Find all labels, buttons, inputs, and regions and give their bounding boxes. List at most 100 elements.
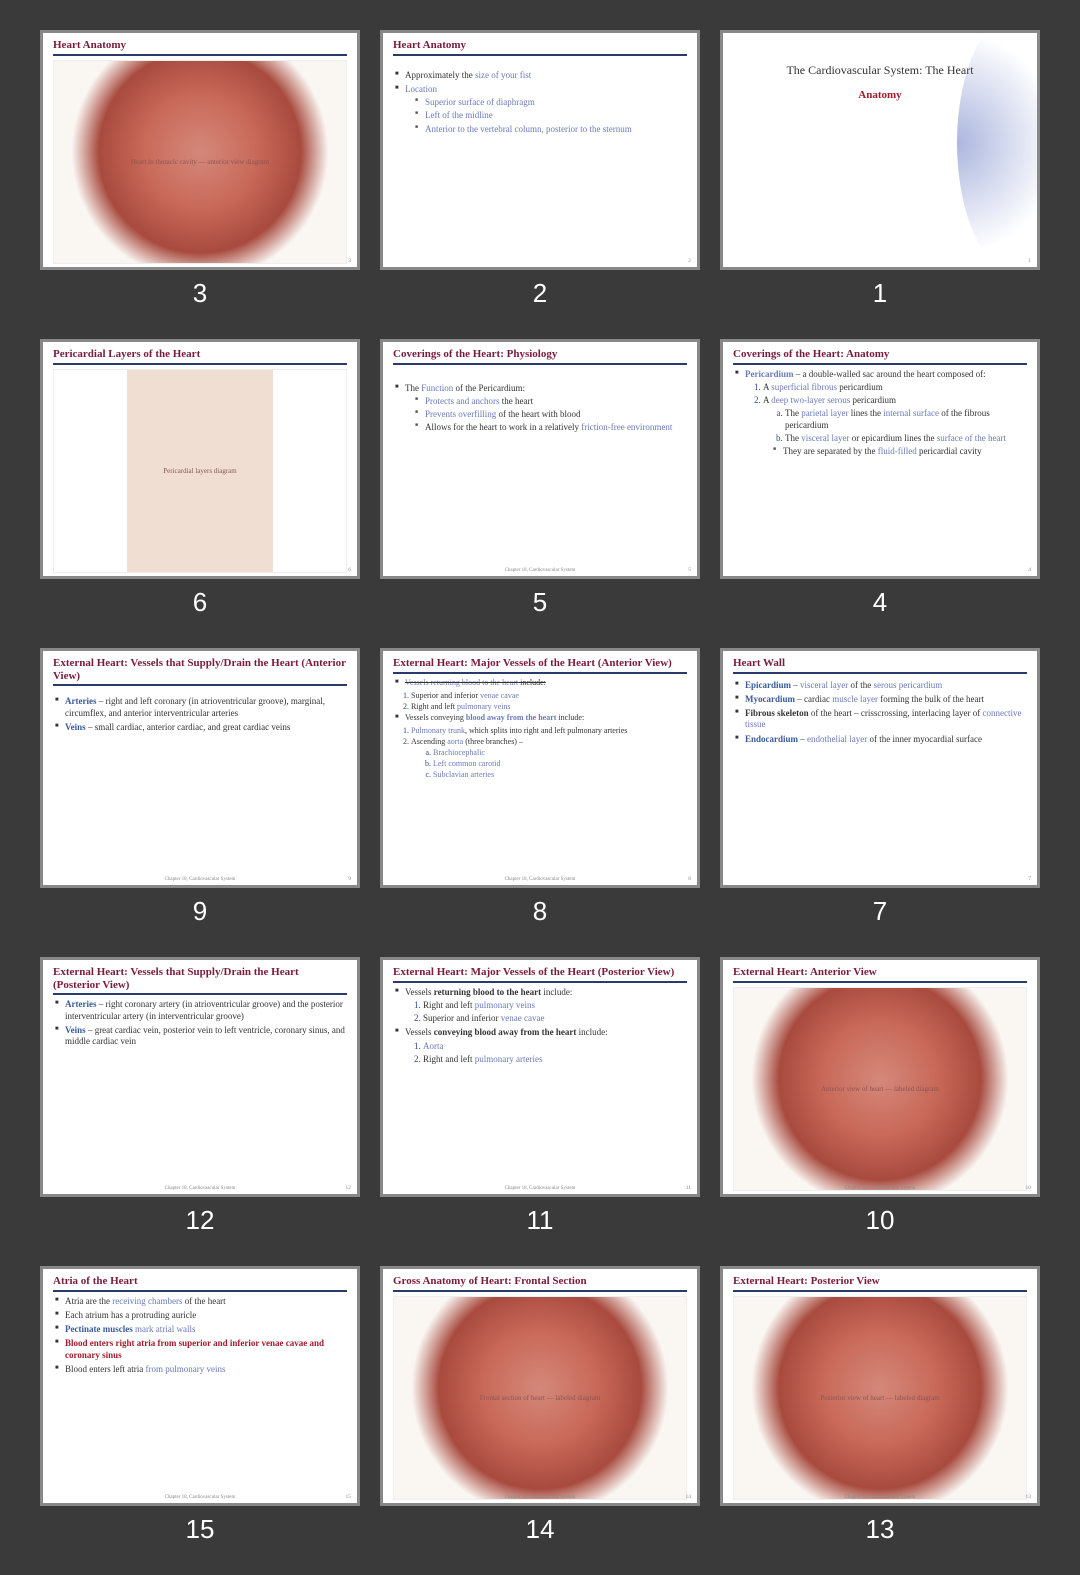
cell-15: Atria of the Heart Atria are the receivi… (40, 1266, 360, 1545)
decorative-arc (957, 30, 1040, 270)
num-item: A superficial fibrous pericardium (763, 382, 1027, 393)
bullet: Atria are the receiving chambers of the … (55, 1296, 347, 1307)
bullet: The Function of the Pericardium: Protect… (395, 383, 687, 434)
bullet: Myocardium – cardiac muscle layer formin… (735, 694, 1027, 705)
cell-8: External Heart: Major Vessels of the Hea… (380, 648, 700, 927)
slide-title: External Heart: Posterior View (733, 1275, 1027, 1292)
slide-7[interactable]: Heart Wall Epicardium – visceral layer o… (720, 648, 1040, 888)
sub-bullet: Allows for the heart to work in a relati… (415, 422, 687, 433)
slide-5[interactable]: Coverings of the Heart: Physiology The F… (380, 339, 700, 579)
alpha-item: Left common carotid (433, 759, 687, 768)
slide-title: Gross Anatomy of Heart: Frontal Section (393, 1275, 687, 1292)
cell-9: External Heart: Vessels that Supply/Drai… (40, 648, 360, 927)
page-number: 4 (1028, 567, 1031, 573)
slide-6[interactable]: Pericardial Layers of the Heart Pericard… (40, 339, 360, 579)
cell-3: Heart Anatomy Heart in thoracic cavity —… (40, 30, 360, 309)
slide-14[interactable]: Gross Anatomy of Heart: Frontal Section … (380, 1266, 700, 1506)
alpha-item: The parietal layer lines the internal su… (785, 408, 1027, 431)
footer: Chapter 18, Cardiovascular System (43, 1186, 357, 1191)
thumb-number: 15 (186, 1514, 215, 1545)
num-item: Aorta (423, 1041, 687, 1052)
slide-3[interactable]: Heart Anatomy Heart in thoracic cavity —… (40, 30, 360, 270)
bullet: Vessels returning blood to the heart inc… (395, 678, 687, 688)
cell-2: Heart Anatomy Approximately the size of … (380, 30, 700, 309)
bullet: Each atrium has a protruding auricle (55, 1310, 347, 1321)
page-number: 9 (348, 876, 351, 882)
cell-10: External Heart: Anterior View Anterior v… (720, 957, 1040, 1236)
alpha-item: Brachiocephalic (433, 748, 687, 757)
cell-1: The Cardiovascular System: The Heart Ana… (720, 30, 1040, 309)
slide-11[interactable]: External Heart: Major Vessels of the Hea… (380, 957, 700, 1197)
slide-title: External Heart: Vessels that Supply/Drai… (53, 966, 347, 995)
slide-10[interactable]: External Heart: Anterior View Anterior v… (720, 957, 1040, 1197)
cell-14: Gross Anatomy of Heart: Frontal Section … (380, 1266, 700, 1545)
slide-title: External Heart: Major Vessels of the Hea… (393, 966, 687, 983)
slide-9[interactable]: External Heart: Vessels that Supply/Drai… (40, 648, 360, 888)
cell-13: External Heart: Posterior View Posterior… (720, 1266, 1040, 1545)
slide-2[interactable]: Heart Anatomy Approximately the size of … (380, 30, 700, 270)
page-number: 6 (348, 567, 351, 573)
page-number: 2 (688, 258, 691, 264)
heart-frontal-section-diagram: Frontal section of heart — labeled diagr… (393, 1296, 687, 1500)
thumb-number: 8 (533, 896, 547, 927)
bullet: Pericardium – a double-walled sac around… (735, 369, 1027, 458)
page-number: 1 (1028, 258, 1031, 264)
sub-bullet: Superior surface of diaphragm (415, 97, 687, 108)
thumb-number: 4 (873, 587, 887, 618)
slide-15[interactable]: Atria of the Heart Atria are the receivi… (40, 1266, 360, 1506)
bullet: Veins – small cardiac, anterior cardiac,… (55, 722, 347, 733)
num-item: A deep two-layer serous pericardium The … (763, 395, 1027, 457)
page-number: 12 (346, 1185, 352, 1191)
page-number: 11 (686, 1185, 691, 1191)
slide-title: Heart Anatomy (53, 39, 347, 56)
footer: Chapter 18, Cardiovascular System (43, 877, 357, 882)
bullet: Arteries – right and left coronary (in a… (55, 696, 347, 719)
footer: Chapter 18, Cardiovascular System (43, 1495, 357, 1500)
slide-title: Atria of the Heart (53, 1275, 347, 1292)
bullet: Epicardium – visceral layer of the serou… (735, 680, 1027, 691)
bullet: Pectinate muscles mark atrial walls (55, 1324, 347, 1335)
slide-title: Coverings of the Heart: Physiology (393, 348, 687, 365)
bullet: Arteries – right coronary artery (in atr… (55, 999, 347, 1022)
page-number: 8 (688, 876, 691, 882)
slide-title: Heart Anatomy (393, 39, 687, 56)
thumb-number: 9 (193, 896, 207, 927)
slide-title: External Heart: Anterior View (733, 966, 1027, 983)
footer: Chapter 18, Cardiovascular System (383, 877, 697, 882)
slide-title: External Heart: Major Vessels of the Hea… (393, 657, 687, 674)
page-number: 13 (1026, 1494, 1032, 1500)
slide-1[interactable]: The Cardiovascular System: The Heart Ana… (720, 30, 1040, 270)
thumb-number: 1 (873, 278, 887, 309)
thumb-number: 14 (526, 1514, 555, 1545)
bullet: Endocardium – endothelial layer of the i… (735, 734, 1027, 745)
alpha-item: Subclavian arteries (433, 770, 687, 779)
sub-bullet: Anterior to the vertebral column, poster… (415, 124, 687, 135)
sub-bullet: They are separated by the fluid-filled p… (773, 446, 1027, 457)
footer: Chapter 18, Cardiovascular System (723, 1186, 1037, 1191)
thumb-number: 11 (527, 1205, 554, 1236)
page-number: 10 (1026, 1185, 1032, 1191)
cell-5: Coverings of the Heart: Physiology The F… (380, 339, 700, 618)
slide-4[interactable]: Coverings of the Heart: Anatomy Pericard… (720, 339, 1040, 579)
page-number: 7 (1028, 876, 1031, 882)
heart-anterior-diagram: Anterior view of heart — labeled diagram (733, 987, 1027, 1191)
num-item: Right and left pulmonary veins (423, 1000, 687, 1011)
slide-13[interactable]: External Heart: Posterior View Posterior… (720, 1266, 1040, 1506)
slide-8[interactable]: External Heart: Major Vessels of the Hea… (380, 648, 700, 888)
bullet: Blood enters right atria from superior a… (55, 1338, 347, 1361)
num-item: Superior and inferior venae cavae (423, 1013, 687, 1024)
alpha-item: The visceral layer or epicardium lines t… (785, 433, 1027, 444)
slide-title: External Heart: Vessels that Supply/Drai… (53, 657, 347, 686)
thumb-number: 6 (193, 587, 207, 618)
heart-anatomy-diagram: Heart in thoracic cavity — anterior view… (53, 60, 347, 264)
slide-title: Pericardial Layers of the Heart (53, 348, 347, 365)
sub-bullet: Prevents overfilling of the heart with b… (415, 409, 687, 420)
thumb-number: 10 (866, 1205, 895, 1236)
footer: Chapter 18, Cardiovascular System (383, 1186, 697, 1191)
num-item: Superior and inferior venae cavae (411, 691, 687, 700)
cell-4: Coverings of the Heart: Anatomy Pericard… (720, 339, 1040, 618)
bullet: Fibrous skeleton of the heart – crisscro… (735, 708, 1027, 731)
heart-posterior-diagram: Posterior view of heart — labeled diagra… (733, 1296, 1027, 1500)
slide-12[interactable]: External Heart: Vessels that Supply/Drai… (40, 957, 360, 1197)
slide-grid: Heart Anatomy Heart in thoracic cavity —… (40, 30, 1040, 1545)
